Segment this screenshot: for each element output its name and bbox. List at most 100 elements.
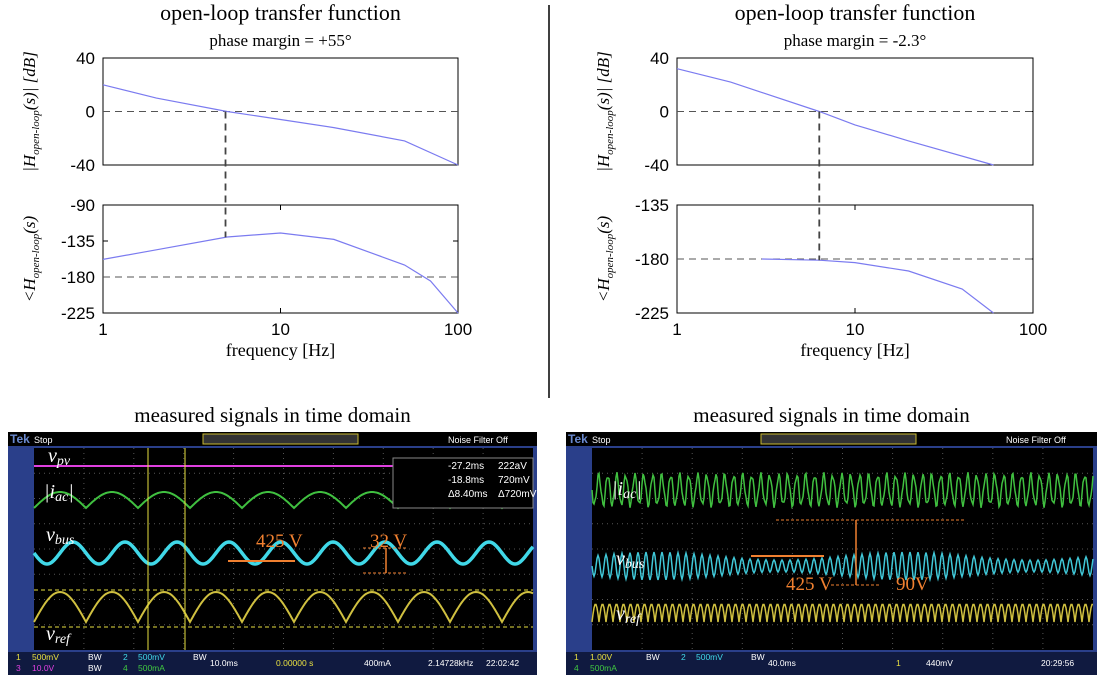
y-tick-label: -40 [644,156,669,175]
curve [103,85,458,165]
filter: Noise Filter Off [1006,435,1066,445]
x-axis-label: frequency [Hz] [800,340,909,360]
footer-text: 1 [896,658,901,668]
y-axis-label-part: (s) [594,216,613,234]
status: Stop [34,435,53,445]
y-axis-label-part: <H [594,277,613,302]
footer-text: 500mV [32,652,59,662]
footer-text: 500mA [590,663,617,673]
signal-label-part: v [48,445,57,467]
y-tick-label: -135 [61,232,95,251]
curve [103,233,458,313]
annotation: 425 V [256,531,303,552]
y-tick-label: -225 [61,304,95,323]
footer-text: 4 [574,663,579,673]
measurement: -18.8ms [448,475,484,486]
y-axis-label-part: <H [20,277,39,302]
measurement: 222aV [498,461,527,472]
footer-text: 22:02:42 [486,658,519,668]
footer-text: 400mA [364,658,391,668]
x-tick-label: 10 [271,320,290,339]
annotation: 425 V [786,574,833,595]
footer-text: 4 [123,663,128,673]
y-tick-label: -180 [635,250,669,269]
x-tick-label: 100 [444,320,472,339]
footer-text: 500mA [138,663,165,673]
curve [762,259,994,313]
footer-text: 0.00000 s [276,658,313,668]
footer-text: 1 [16,652,21,662]
y-axis-label-part: (s) [20,216,39,234]
signal-label-part: | [636,478,642,500]
signal-label-part: ref [55,632,72,647]
footer-text: 10.0V [32,663,55,673]
footer-text: 500mV [696,652,723,662]
y-axis-label: |Hopen-loop(s)| [dB] [20,51,42,172]
footer-text: 20:29:56 [1041,658,1074,668]
signal-label-part: pv [56,454,71,469]
y-axis-label-part: (s)| [dB] [20,51,39,110]
x-tick-label: 100 [1019,320,1047,339]
footer-text: 3 [16,663,21,673]
footer-text: 40.0ms [768,658,796,668]
footer-text: BW [88,652,102,662]
scope-title: measured signals in time domain [693,403,970,427]
trigger-bar [761,434,916,444]
y-tick-label: -40 [70,156,95,175]
y-tick-label: -225 [635,304,669,323]
y-axis-label: |Hopen-loop(s)| [dB] [594,51,616,172]
footer-text: 500mV [138,652,165,662]
subtitle: phase margin = -2.3° [784,31,927,50]
subtitle: phase margin = +55° [209,31,351,50]
y-axis-label: <Hopen-loop(s) [20,216,42,303]
measurement: 720mV [498,475,530,486]
title: open-loop transfer function [735,0,976,25]
x-axis-label: frequency [Hz] [226,340,335,360]
footer-text: BW [646,652,660,662]
trigger-bar [203,434,358,444]
y-tick-label: 40 [76,49,95,68]
signal-label-part: v [616,603,625,625]
measurement: Δ720mV [498,489,537,500]
curve [677,69,994,165]
y-axis-label-part: open-loop [30,110,42,155]
status: Stop [592,435,611,445]
footer-text: 2 [681,652,686,662]
filter: Noise Filter Off [448,435,508,445]
footer-text: 2.14728kHz [428,658,473,668]
brand: Tek [10,432,30,446]
y-axis-label: <Hopen-loop(s) [594,216,616,303]
footer-text: 10.0ms [210,658,238,668]
y-axis-label-part: |H [20,153,39,172]
footer-text: 2 [123,652,128,662]
footer-text: BW [751,652,765,662]
signal-label-part: |i [612,478,623,500]
x-tick-label: 1 [98,320,107,339]
y-axis-label-part: open-loop [30,233,42,278]
y-tick-label: 0 [86,103,95,122]
y-tick-label: -90 [70,196,95,215]
signal-label-part: v [616,548,625,570]
plot-frame [103,205,458,313]
annotation: 90V [896,574,929,595]
footer-text: BW [193,652,207,662]
signal-label-part: bus [55,533,75,548]
measurement: -27.2ms [448,461,484,472]
signal-label-part: ref [625,612,642,627]
y-tick-label: 40 [650,49,669,68]
signal-label-part: bus [625,557,645,572]
footer-text: 1.00V [590,652,613,662]
y-tick-label: -180 [61,268,95,287]
y-tick-label: -135 [635,196,669,215]
footer-text: 1 [574,652,579,662]
signal-label-part: ac [55,490,69,505]
annotation: 32 V [370,531,407,552]
measurement: Δ8.40ms [448,489,487,500]
y-axis-label-part: open-loop [604,110,616,155]
footer-text: BW [88,663,102,673]
figure: open-loop transfer function phase margin … [0,0,1097,675]
y-axis-label-part: |H [594,153,613,172]
x-tick-label: 1 [672,320,681,339]
scope-title: measured signals in time domain [134,403,411,427]
brand: Tek [568,432,588,446]
